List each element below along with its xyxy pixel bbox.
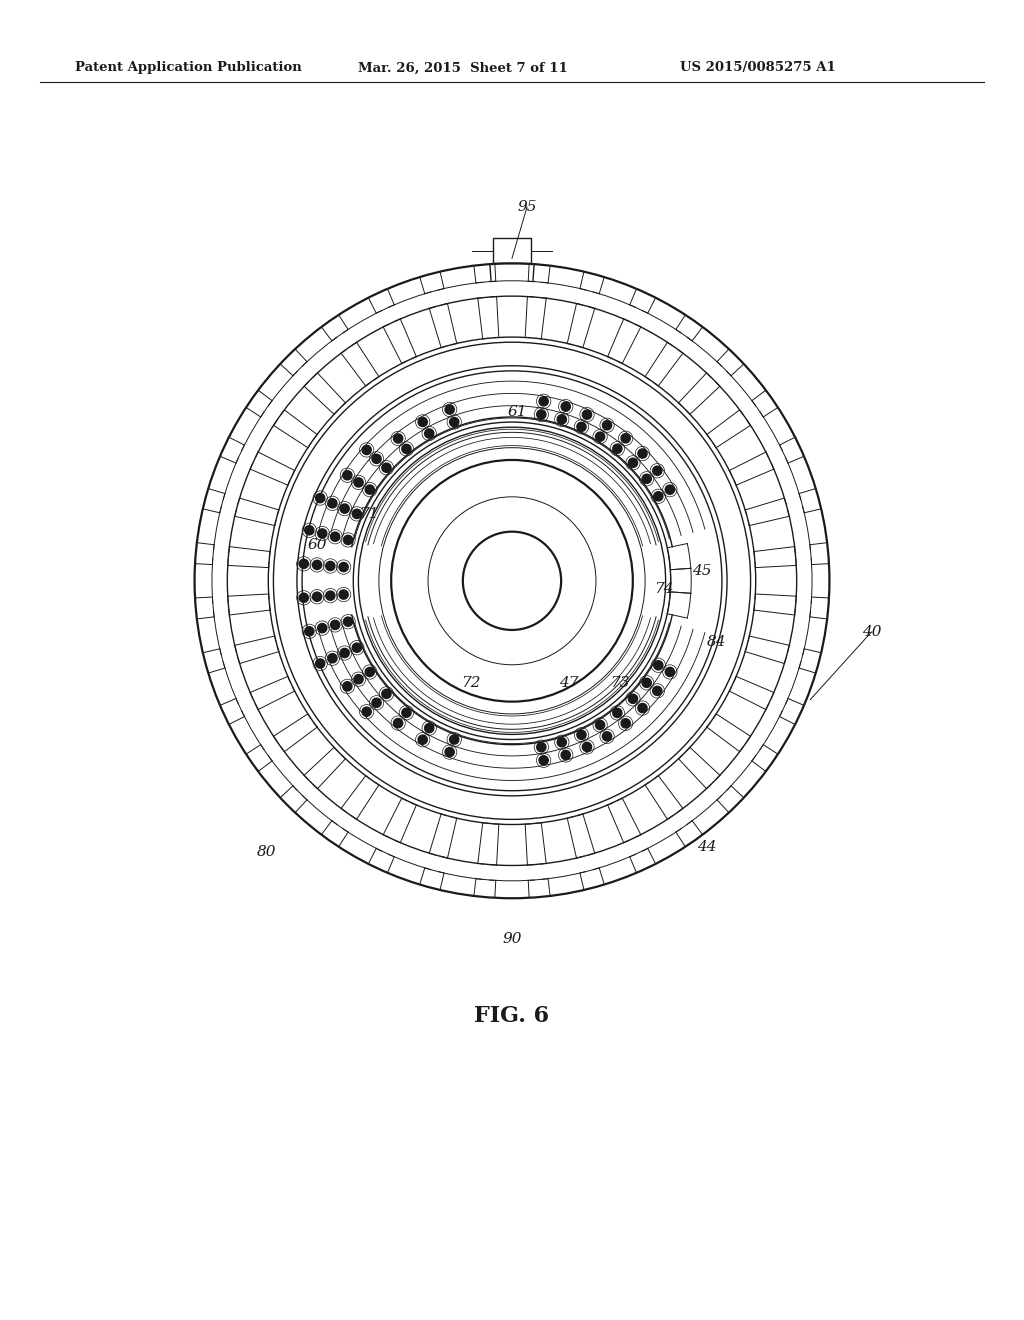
- Text: Patent Application Publication: Patent Application Publication: [75, 62, 302, 74]
- Bar: [493, 238, 531, 264]
- Circle shape: [596, 432, 605, 441]
- Text: 95: 95: [517, 201, 537, 214]
- Circle shape: [372, 454, 381, 463]
- Circle shape: [352, 510, 361, 519]
- Circle shape: [612, 444, 622, 453]
- Circle shape: [326, 561, 335, 570]
- Circle shape: [317, 529, 327, 539]
- Circle shape: [652, 686, 662, 696]
- Circle shape: [354, 675, 364, 684]
- Text: 71: 71: [358, 507, 379, 521]
- Circle shape: [366, 668, 375, 677]
- Circle shape: [445, 747, 455, 756]
- Circle shape: [557, 414, 566, 424]
- Text: 90: 90: [502, 932, 522, 946]
- Text: 80: 80: [256, 845, 276, 859]
- Text: 61: 61: [507, 405, 527, 418]
- Circle shape: [583, 742, 592, 751]
- Text: US 2015/0085275 A1: US 2015/0085275 A1: [680, 62, 836, 74]
- Circle shape: [299, 560, 308, 569]
- Circle shape: [537, 409, 546, 418]
- Circle shape: [539, 397, 548, 407]
- Circle shape: [621, 434, 630, 444]
- Circle shape: [366, 484, 375, 494]
- Circle shape: [418, 735, 427, 744]
- Circle shape: [425, 429, 434, 438]
- Circle shape: [393, 434, 402, 444]
- Circle shape: [382, 463, 391, 473]
- Circle shape: [666, 668, 675, 677]
- Circle shape: [445, 405, 455, 414]
- Circle shape: [315, 659, 325, 668]
- Circle shape: [305, 627, 314, 636]
- Circle shape: [340, 648, 349, 657]
- Circle shape: [299, 593, 308, 602]
- Circle shape: [312, 560, 322, 569]
- Circle shape: [418, 417, 427, 426]
- Circle shape: [561, 750, 570, 759]
- Circle shape: [339, 590, 348, 599]
- Circle shape: [372, 698, 381, 708]
- Circle shape: [354, 478, 364, 487]
- Circle shape: [343, 616, 352, 626]
- Circle shape: [621, 718, 630, 727]
- Circle shape: [326, 591, 335, 601]
- Circle shape: [331, 532, 340, 541]
- Text: 74: 74: [653, 582, 674, 597]
- Text: Mar. 26, 2015  Sheet 7 of 11: Mar. 26, 2015 Sheet 7 of 11: [358, 62, 567, 74]
- Circle shape: [629, 694, 638, 704]
- Circle shape: [328, 499, 337, 508]
- Circle shape: [652, 466, 662, 475]
- Circle shape: [638, 704, 647, 713]
- Text: 44: 44: [696, 840, 717, 854]
- Circle shape: [653, 661, 663, 669]
- Circle shape: [577, 730, 586, 739]
- Circle shape: [352, 643, 361, 652]
- Text: 60: 60: [307, 539, 328, 552]
- Circle shape: [315, 494, 325, 503]
- Text: 45: 45: [691, 564, 712, 578]
- Circle shape: [596, 721, 605, 730]
- Circle shape: [393, 718, 402, 727]
- Circle shape: [577, 422, 586, 432]
- Circle shape: [305, 525, 314, 535]
- Circle shape: [362, 708, 372, 717]
- Circle shape: [362, 445, 372, 454]
- Circle shape: [339, 562, 348, 572]
- Circle shape: [343, 471, 352, 480]
- Text: FIG. 6: FIG. 6: [474, 1005, 550, 1027]
- Circle shape: [537, 743, 546, 752]
- Circle shape: [642, 678, 651, 688]
- Circle shape: [328, 653, 337, 663]
- Circle shape: [539, 755, 548, 764]
- Circle shape: [343, 681, 352, 690]
- Circle shape: [401, 708, 411, 717]
- Circle shape: [331, 620, 340, 630]
- Circle shape: [317, 623, 327, 632]
- Circle shape: [561, 403, 570, 412]
- Circle shape: [602, 731, 611, 741]
- Circle shape: [340, 504, 349, 513]
- Text: 72: 72: [461, 676, 481, 690]
- Circle shape: [612, 709, 622, 718]
- Circle shape: [450, 735, 459, 744]
- Circle shape: [343, 536, 352, 545]
- Circle shape: [450, 417, 459, 426]
- Circle shape: [602, 421, 611, 430]
- Text: 40: 40: [861, 624, 882, 639]
- Circle shape: [312, 593, 322, 602]
- Circle shape: [583, 411, 592, 420]
- Circle shape: [638, 449, 647, 458]
- Circle shape: [425, 723, 434, 733]
- Circle shape: [653, 492, 663, 500]
- Circle shape: [642, 474, 651, 483]
- Circle shape: [666, 484, 675, 494]
- Circle shape: [557, 738, 566, 747]
- Circle shape: [629, 458, 638, 467]
- Text: 47: 47: [558, 676, 579, 690]
- Text: 84: 84: [707, 635, 727, 649]
- Circle shape: [382, 689, 391, 698]
- Circle shape: [401, 445, 411, 454]
- Text: 73: 73: [609, 676, 630, 690]
